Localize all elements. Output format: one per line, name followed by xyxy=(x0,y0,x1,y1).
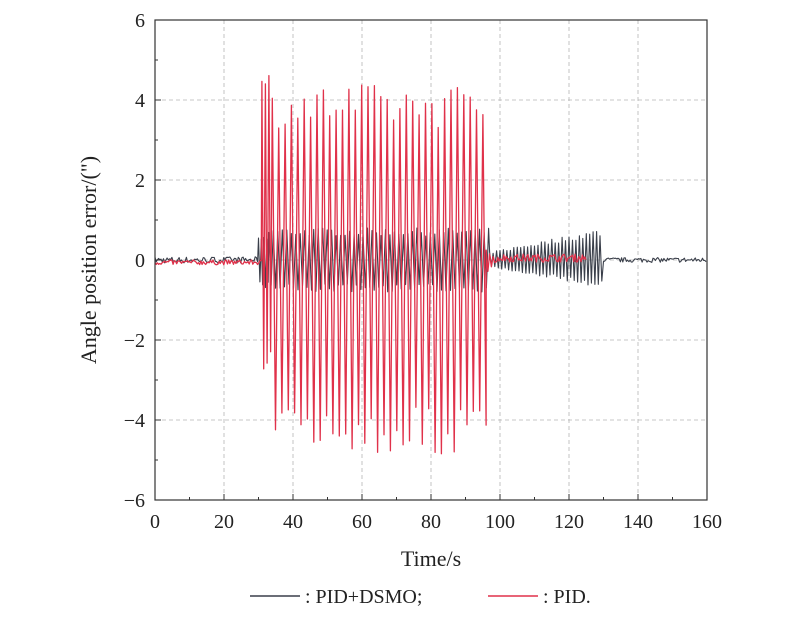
y-tick-label: 6 xyxy=(135,10,145,32)
legend-label-pid-dsmo: : PID+DSMO; xyxy=(305,586,422,608)
x-tick-label: 20 xyxy=(214,511,234,533)
y-tick-label: −2 xyxy=(124,330,145,352)
y-tick-label: 4 xyxy=(135,90,145,112)
x-tick-label: 60 xyxy=(352,511,372,533)
x-tick-label: 100 xyxy=(485,511,515,533)
x-axis-label: Time/s xyxy=(401,546,461,571)
y-tick-label: 0 xyxy=(135,250,145,272)
x-tick-label: 160 xyxy=(692,511,722,533)
y-axis-label: Angle position error/(") xyxy=(76,156,101,364)
y-tick-label: −6 xyxy=(124,490,145,512)
legend-label-pid: : PID. xyxy=(543,586,591,608)
x-tick-label: 40 xyxy=(283,511,303,533)
x-tick-label: 0 xyxy=(150,511,160,533)
x-tick-label: 140 xyxy=(623,511,653,533)
legend: : PID+DSMO; : PID. xyxy=(250,586,591,608)
y-tick-label: −4 xyxy=(124,410,145,432)
series-group xyxy=(154,74,707,455)
series-line-pid xyxy=(154,74,587,455)
y-tick-label: 2 xyxy=(135,170,145,192)
x-tick-label: 80 xyxy=(421,511,441,533)
x-tick-label: 120 xyxy=(554,511,584,533)
ticks: 0 20 40 60 80 100 120 140 160 −6 −4 −2 0 2 4 6 xyxy=(124,10,722,533)
